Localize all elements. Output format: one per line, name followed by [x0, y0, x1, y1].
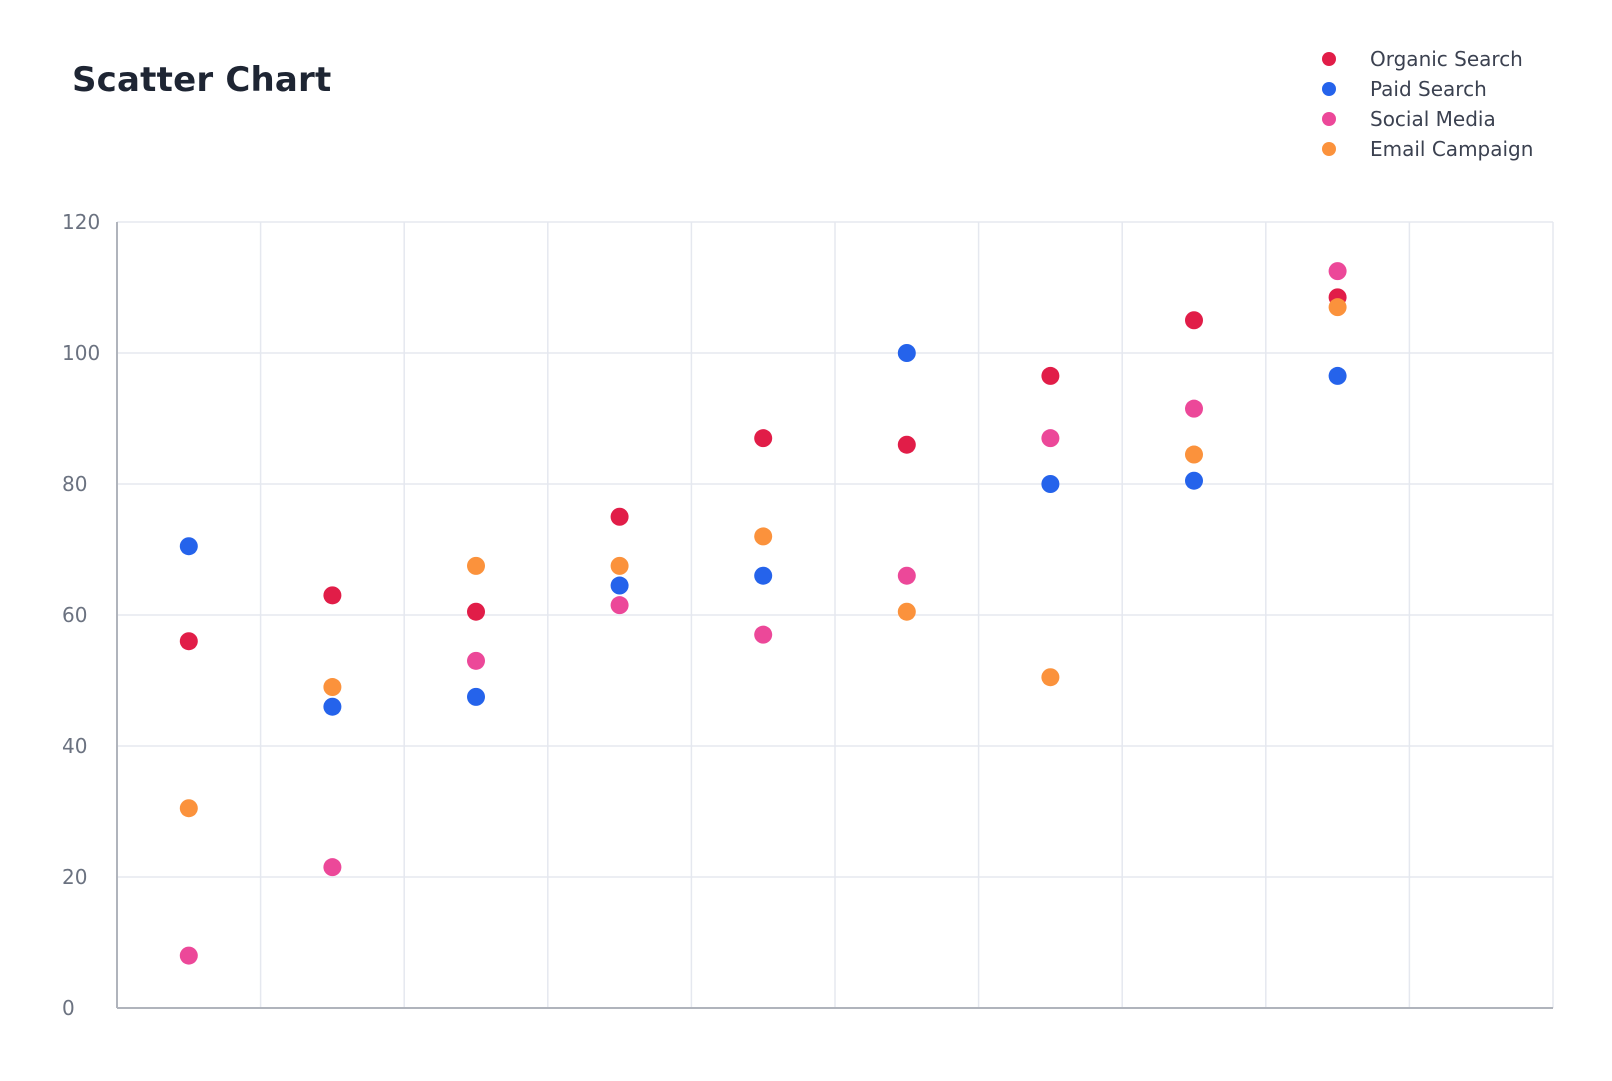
point-social-media[interactable]: [323, 858, 342, 877]
legend-swatch-paid-search-icon: [1322, 82, 1336, 96]
point-social-media[interactable]: [1328, 262, 1347, 281]
point-paid-search[interactable]: [610, 576, 629, 595]
point-organic-search[interactable]: [754, 429, 773, 448]
chart-legend: Organic Search Paid Search Social Media …: [1322, 44, 1533, 164]
point-paid-search[interactable]: [1328, 366, 1347, 385]
y-tick-label: 120: [62, 210, 100, 234]
point-social-media[interactable]: [179, 946, 198, 965]
point-paid-search[interactable]: [323, 697, 342, 716]
y-tick-label: 20: [62, 865, 87, 889]
legend-item-email-campaign[interactable]: Email Campaign: [1322, 134, 1533, 164]
legend-swatch-email-campaign-icon: [1322, 142, 1336, 156]
point-paid-search[interactable]: [754, 566, 773, 585]
point-paid-search[interactable]: [1041, 475, 1060, 493]
point-email-campaign[interactable]: [467, 556, 485, 575]
point-social-media[interactable]: [1041, 429, 1060, 448]
legend-swatch-social-media-icon: [1322, 112, 1336, 126]
y-tick-label: 0: [62, 996, 75, 1020]
point-email-campaign[interactable]: [1041, 668, 1060, 687]
axes: [116, 222, 1553, 1009]
point-organic-search[interactable]: [323, 586, 342, 605]
y-tick-label: 60: [62, 603, 87, 627]
legend-label-organic-search: Organic Search: [1370, 47, 1523, 71]
point-email-campaign[interactable]: [323, 678, 342, 697]
y-axis-tick-labels: 0 20 40 60 80 100 120: [62, 210, 100, 1020]
point-organic-search[interactable]: [1041, 366, 1060, 385]
y-tick-label: 40: [62, 734, 87, 758]
point-email-campaign[interactable]: [179, 799, 198, 818]
point-social-media[interactable]: [467, 651, 485, 670]
legend-item-organic-search[interactable]: Organic Search: [1322, 44, 1533, 74]
point-email-campaign[interactable]: [610, 556, 629, 575]
point-paid-search[interactable]: [179, 537, 198, 556]
point-social-media[interactable]: [1185, 399, 1203, 418]
point-paid-search[interactable]: [1185, 471, 1203, 490]
y-tick-label: 80: [62, 472, 87, 496]
point-organic-search[interactable]: [897, 435, 916, 454]
point-email-campaign[interactable]: [754, 527, 773, 546]
legend-label-social-media: Social Media: [1370, 107, 1496, 131]
legend-swatch-organic-search-icon: [1322, 52, 1336, 66]
point-email-campaign[interactable]: [897, 602, 916, 621]
point-email-campaign[interactable]: [1328, 298, 1347, 317]
point-social-media[interactable]: [897, 566, 916, 585]
data-points: [179, 262, 1347, 965]
y-tick-label: 100: [62, 341, 100, 365]
point-organic-search[interactable]: [1185, 311, 1203, 330]
point-organic-search[interactable]: [610, 507, 629, 526]
legend-item-paid-search[interactable]: Paid Search: [1322, 74, 1533, 104]
legend-label-email-campaign: Email Campaign: [1370, 137, 1534, 161]
grid-lines: [117, 221, 1554, 1008]
point-email-campaign[interactable]: [1185, 445, 1203, 464]
point-social-media[interactable]: [610, 596, 629, 615]
point-organic-search[interactable]: [467, 602, 485, 621]
point-paid-search[interactable]: [467, 687, 485, 706]
chart-title: Scatter Chart: [72, 60, 332, 100]
point-organic-search[interactable]: [179, 632, 198, 651]
point-social-media[interactable]: [754, 625, 773, 644]
point-paid-search[interactable]: [897, 344, 916, 362]
legend-item-social-media[interactable]: Social Media: [1322, 104, 1533, 134]
legend-label-paid-search: Paid Search: [1370, 77, 1487, 101]
